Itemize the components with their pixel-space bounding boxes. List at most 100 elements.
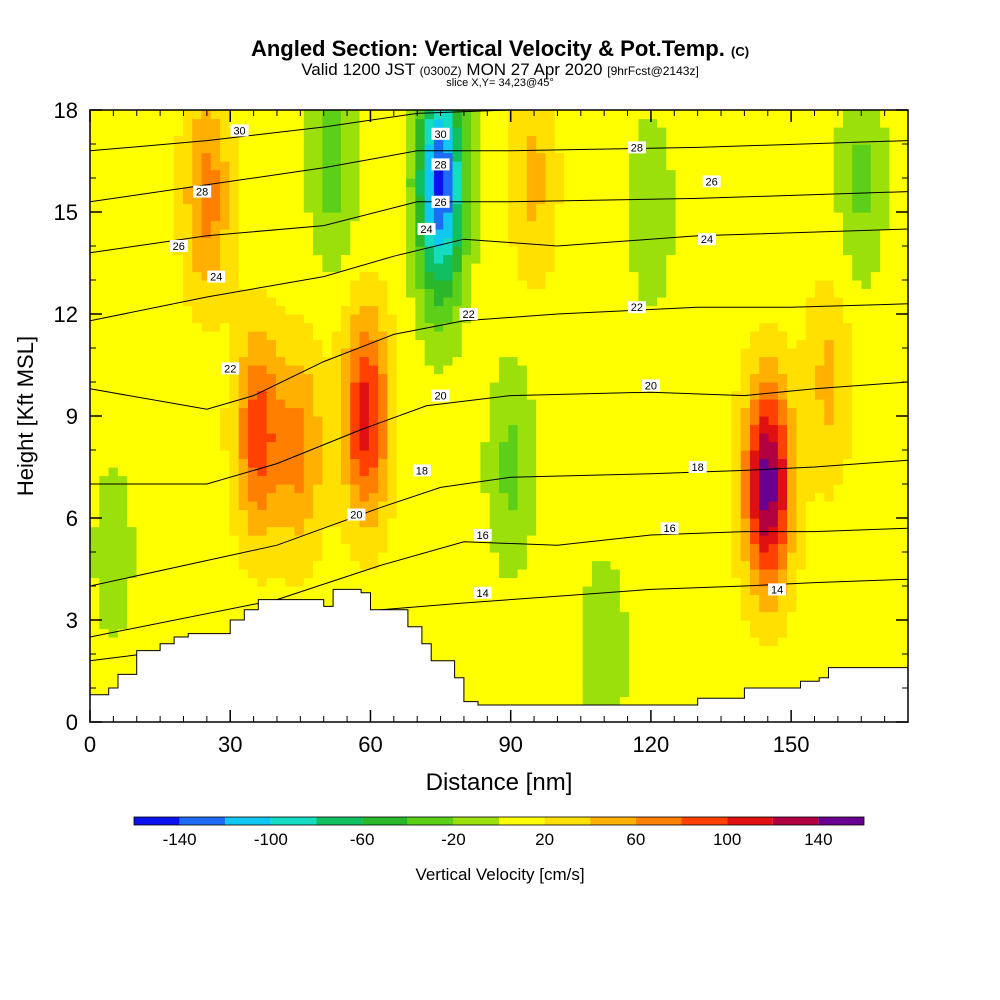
velocity-cell: [517, 501, 528, 511]
velocity-cell: [545, 484, 556, 494]
velocity-cell: [285, 127, 296, 137]
velocity-cell: [629, 280, 640, 290]
velocity-cell: [136, 458, 147, 468]
velocity-cell: [294, 229, 305, 239]
velocity-cell: [638, 280, 649, 290]
velocity-cell: [359, 441, 370, 451]
velocity-cell: [517, 577, 528, 587]
velocity-cell: [127, 450, 138, 460]
velocity-cell: [443, 441, 454, 451]
velocity-cell: [155, 365, 165, 375]
velocity-cell: [647, 348, 658, 358]
velocity-cell: [182, 458, 193, 468]
velocity-cell: [210, 509, 221, 519]
velocity-cell: [285, 314, 296, 324]
velocity-cell: [415, 118, 426, 128]
velocity-cell: [201, 552, 212, 562]
velocity-cell: [275, 433, 286, 443]
velocity-cell: [601, 450, 612, 460]
velocity-cell: [657, 271, 667, 281]
velocity-cell: [675, 280, 686, 290]
velocity-cell: [182, 407, 193, 417]
velocity-cell: [127, 458, 138, 468]
velocity-cell: [461, 450, 472, 460]
velocity-cell: [220, 450, 231, 460]
velocity-cell: [275, 441, 286, 451]
velocity-cell: [210, 475, 221, 485]
velocity-cell: [192, 331, 203, 341]
velocity-cell: [275, 356, 286, 366]
velocity-cell: [266, 518, 277, 528]
velocity-cell: [433, 526, 444, 536]
velocity-cell: [619, 603, 630, 613]
velocity-cell: [712, 280, 723, 290]
velocity-cell: [117, 169, 128, 179]
velocity-cell: [471, 135, 482, 145]
velocity-cell: [257, 254, 268, 264]
velocity-cell: [396, 373, 407, 383]
velocity-cell: [508, 169, 519, 179]
velocity-cell: [117, 161, 128, 171]
velocity-cell: [452, 297, 463, 307]
velocity-cell: [573, 407, 584, 417]
velocity-cell: [471, 688, 482, 698]
velocity-cell: [657, 569, 667, 579]
velocity-cell: [238, 118, 249, 128]
velocity-cell: [647, 594, 658, 604]
velocity-cell: [266, 331, 277, 341]
velocity-cell: [684, 671, 695, 681]
velocity-cell: [526, 161, 537, 171]
velocity-cell: [108, 152, 119, 162]
velocity-cell: [368, 212, 379, 222]
velocity-cell: [684, 135, 695, 145]
velocity-cell: [582, 518, 593, 528]
velocity-cell: [601, 314, 612, 324]
velocity-cell: [173, 152, 184, 162]
velocity-cell: [554, 135, 565, 145]
velocity-cell: [406, 373, 416, 383]
velocity-cell: [591, 144, 602, 154]
velocity-cell: [433, 220, 444, 230]
velocity-cell: [136, 195, 147, 205]
velocity-cell: [368, 297, 379, 307]
velocity-cell: [173, 390, 184, 400]
velocity-cell: [489, 322, 500, 332]
velocity-cell: [508, 297, 519, 307]
velocity-cell: [155, 475, 165, 485]
velocity-cell: [461, 399, 472, 409]
velocity-cell: [229, 509, 240, 519]
velocity-cell: [573, 169, 584, 179]
velocity-cell: [499, 628, 509, 638]
velocity-cell: [127, 518, 138, 528]
velocity-cell: [480, 441, 491, 451]
velocity-cell: [127, 552, 138, 562]
velocity-cell: [136, 339, 147, 349]
velocity-cell: [127, 203, 138, 213]
velocity-cell: [303, 118, 314, 128]
velocity-cell: [303, 254, 314, 264]
velocity-cell: [564, 246, 574, 256]
velocity-cell: [424, 271, 435, 281]
velocity-cell: [731, 662, 742, 672]
velocity-cell: [573, 458, 584, 468]
velocity-cell: [155, 552, 165, 562]
velocity-cell: [499, 484, 509, 494]
velocity-cell: [647, 552, 658, 562]
velocity-cell: [248, 535, 258, 545]
velocity-cell: [359, 144, 370, 154]
velocity-cell: [359, 220, 370, 230]
velocity-cell: [666, 305, 677, 315]
velocity-cell: [536, 356, 547, 366]
velocity-cell: [675, 603, 686, 613]
velocity-cell: [155, 416, 165, 426]
velocity-cell: [136, 203, 147, 213]
velocity-cell: [536, 416, 547, 426]
velocity-cell: [508, 671, 519, 681]
velocity-cell: [192, 305, 203, 315]
velocity-cell: [164, 220, 175, 230]
velocity-cell: [573, 382, 584, 392]
velocity-cell: [536, 467, 547, 477]
velocity-cell: [694, 645, 705, 655]
velocity-cell: [359, 280, 370, 290]
velocity-cell: [461, 543, 472, 553]
